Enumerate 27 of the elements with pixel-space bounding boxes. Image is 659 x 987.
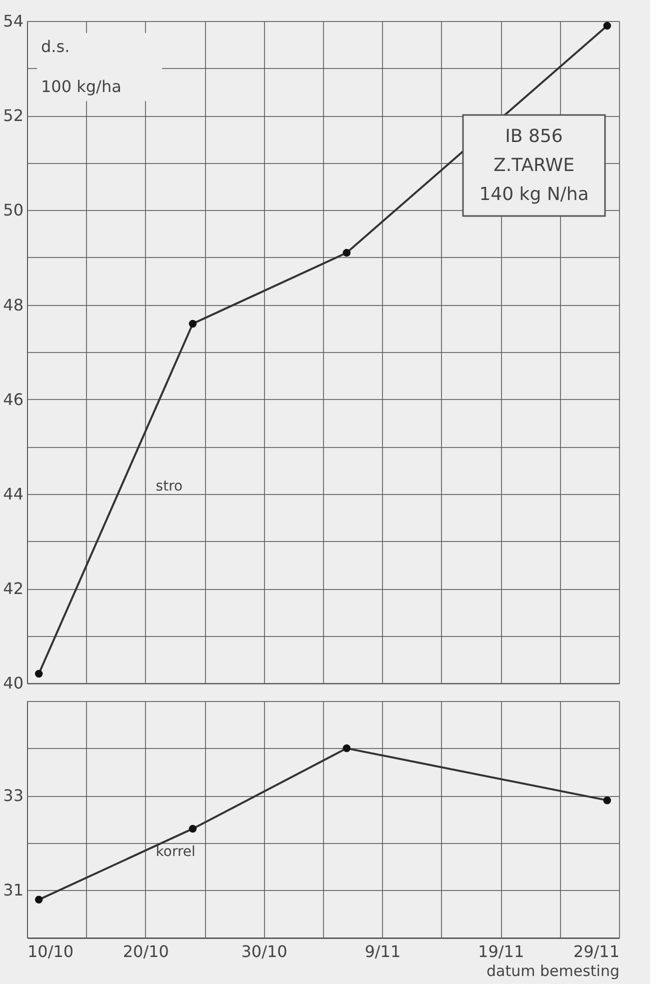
- point: [342, 248, 351, 257]
- x-tick-label: 9/11: [364, 942, 401, 961]
- y-tick-label: 33: [3, 786, 24, 806]
- y-tick-label: 54: [3, 12, 24, 30]
- y-tick-label: 31: [3, 880, 24, 900]
- point: [603, 22, 612, 30]
- y-tick-label: 50: [3, 200, 24, 220]
- point: [188, 320, 197, 328]
- x-tick-label: 29/11: [573, 942, 620, 961]
- text: d.s. 100 kg/ha: [41, 37, 122, 96]
- text: stro: [156, 478, 183, 495]
- y-tick-label: 52: [3, 106, 24, 126]
- annotation: Z.TARWE: [494, 155, 574, 176]
- x-tick-label: 10/10: [28, 942, 74, 961]
- x-tick-label: 20/10: [122, 942, 169, 961]
- y-tick-label: 46: [3, 390, 24, 409]
- x-tick-label: 19/11: [478, 942, 524, 961]
- y-tick-label: 42: [3, 579, 24, 598]
- annotation: IB 856: [505, 126, 563, 147]
- x-axis-title: datum bemesting: [486, 962, 620, 980]
- y-tick-label: 48: [3, 295, 24, 314]
- series-label: korrel: [156, 844, 196, 860]
- annotation: 140 kg N/ha: [479, 184, 589, 205]
- y-tick-label: 44: [3, 484, 24, 504]
- x-tick-label: 30/10: [241, 942, 288, 961]
- y-tick-label: 40: [3, 674, 24, 693]
- point: [34, 670, 43, 678]
